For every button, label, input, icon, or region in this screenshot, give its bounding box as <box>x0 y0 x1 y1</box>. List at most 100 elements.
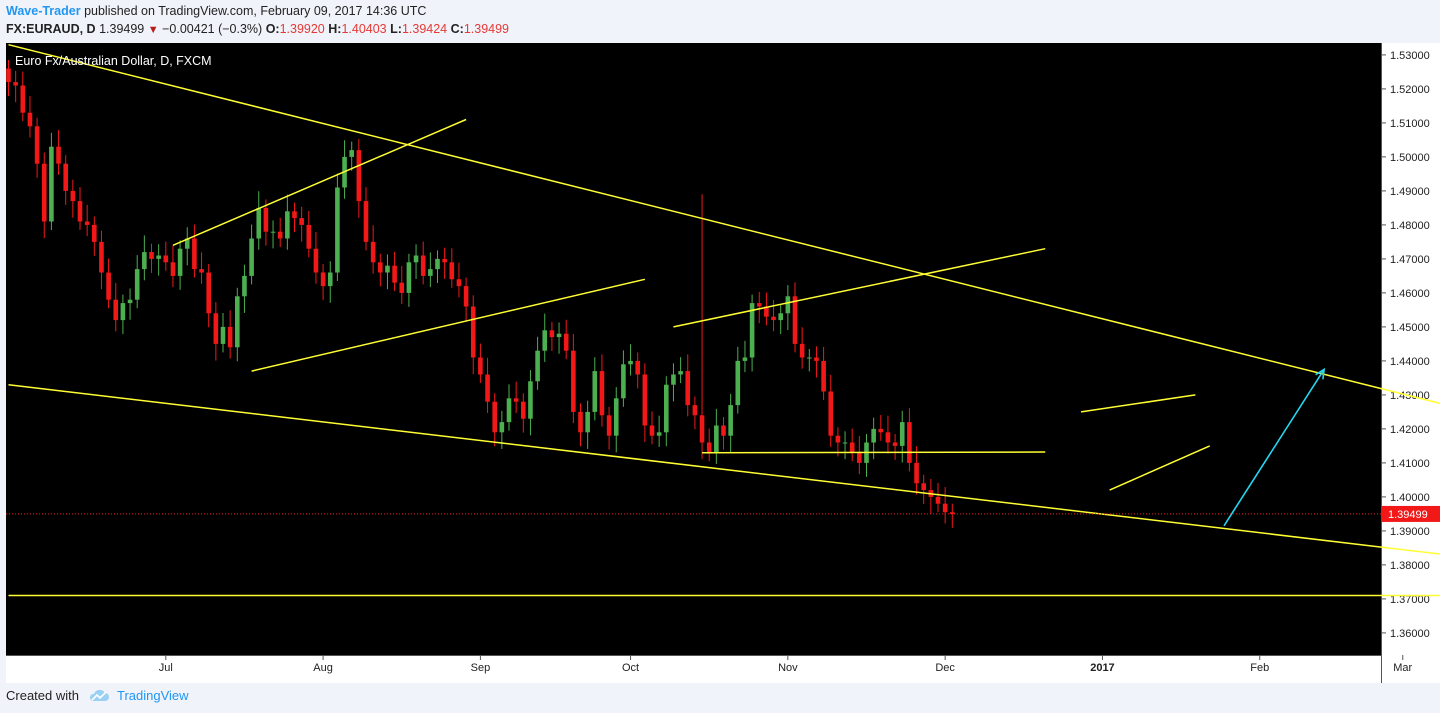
candle-body <box>449 262 455 280</box>
candle-body <box>199 269 204 273</box>
candle-body <box>678 371 683 375</box>
candle-body <box>578 411 583 433</box>
candle <box>950 503 955 528</box>
candle <box>621 350 626 407</box>
candle <box>392 251 397 292</box>
candle-body <box>649 425 655 436</box>
candle-body <box>256 207 262 239</box>
candle-body <box>134 269 140 300</box>
candle <box>592 357 598 421</box>
y-tick-label: 1.52000 <box>1390 84 1430 96</box>
candle-body <box>220 326 226 344</box>
candle-body <box>792 296 798 344</box>
tradingview-link[interactable]: TradingView <box>116 688 189 703</box>
y-tick-label: 1.45000 <box>1390 322 1430 334</box>
candle <box>742 340 748 373</box>
candle <box>842 431 848 460</box>
candle-body <box>406 262 412 293</box>
candle-body <box>799 343 805 358</box>
y-tick-label: 1.44000 <box>1390 356 1430 368</box>
candle <box>256 191 262 250</box>
candle <box>756 291 762 324</box>
candle <box>149 243 154 273</box>
candle-body <box>542 330 548 351</box>
candle-body <box>935 496 941 504</box>
chart-container[interactable]: 1.53000 1.52000 1.51000 1.50000 1.49000 1.480… <box>6 43 1440 683</box>
candle <box>127 288 133 320</box>
candle <box>320 264 326 301</box>
candle <box>764 292 769 326</box>
author-link[interactable]: Wave-Trader <box>6 4 81 18</box>
candle-body <box>34 126 40 164</box>
candle-body <box>628 360 633 365</box>
candle <box>885 415 891 454</box>
candle <box>134 255 140 309</box>
candle <box>678 357 683 383</box>
candle-body <box>685 371 691 406</box>
x-tick-label: Dec <box>935 662 955 674</box>
trendline <box>702 451 1046 454</box>
candle <box>227 310 233 359</box>
high-value: 1.40403 <box>341 22 387 36</box>
symbol-label: FX:EURAUD, D <box>6 22 96 36</box>
candle-body <box>70 190 76 202</box>
candle <box>106 258 111 309</box>
candle-body <box>942 503 948 513</box>
candle <box>6 60 11 97</box>
candle-body <box>41 163 47 222</box>
candle <box>263 199 269 246</box>
low-label: L: <box>390 22 402 36</box>
candle <box>921 474 926 505</box>
candlestick-chart[interactable]: 1.53000 1.52000 1.51000 1.50000 1.49000 1.480… <box>6 43 1440 683</box>
candle-body <box>699 415 705 443</box>
candle <box>478 343 483 383</box>
candle <box>270 220 276 249</box>
trendline <box>8 383 1440 555</box>
tradingview-logo-icon <box>89 689 109 701</box>
candle-body <box>470 306 476 358</box>
candle-body <box>778 313 783 321</box>
candle <box>77 187 83 230</box>
price-change: −0.00421 (−0.3%) <box>162 22 263 36</box>
candle <box>378 253 383 287</box>
candle-body <box>950 512 955 514</box>
trendline <box>172 118 467 246</box>
candle <box>899 410 905 463</box>
candle-body <box>735 360 741 406</box>
last-price-label: 1.39499 <box>1388 509 1428 521</box>
candle-body <box>556 333 562 338</box>
candle-body <box>56 146 61 164</box>
candle-body <box>664 384 669 433</box>
candle-body <box>13 82 18 86</box>
close-label: C: <box>450 22 464 36</box>
candle <box>163 241 169 271</box>
candle-body <box>92 224 97 242</box>
x-tick-label: 2017 <box>1090 662 1114 674</box>
candle <box>56 130 61 175</box>
candle-body <box>442 258 447 263</box>
candle-body <box>478 357 483 375</box>
candle <box>299 206 304 242</box>
candle-body <box>285 211 290 239</box>
high-label: H: <box>328 22 342 36</box>
candle <box>914 446 919 495</box>
candle-body <box>921 483 926 491</box>
candle-body <box>857 452 862 463</box>
candle-body <box>821 360 826 392</box>
candle <box>578 403 583 447</box>
candle-body <box>764 306 769 317</box>
time-axis-panel <box>6 655 1381 683</box>
candle <box>399 266 405 305</box>
candle <box>20 71 26 122</box>
candle-body <box>485 374 490 402</box>
candle <box>435 250 440 284</box>
candle-body <box>692 405 698 416</box>
candle-body <box>642 374 648 426</box>
projection-arrow-line <box>1223 368 1325 527</box>
candle <box>728 393 733 453</box>
plot-area <box>6 43 1381 655</box>
candle <box>821 346 826 400</box>
candle-body <box>113 299 119 321</box>
candle-body <box>714 425 719 453</box>
candle-body <box>807 357 812 359</box>
